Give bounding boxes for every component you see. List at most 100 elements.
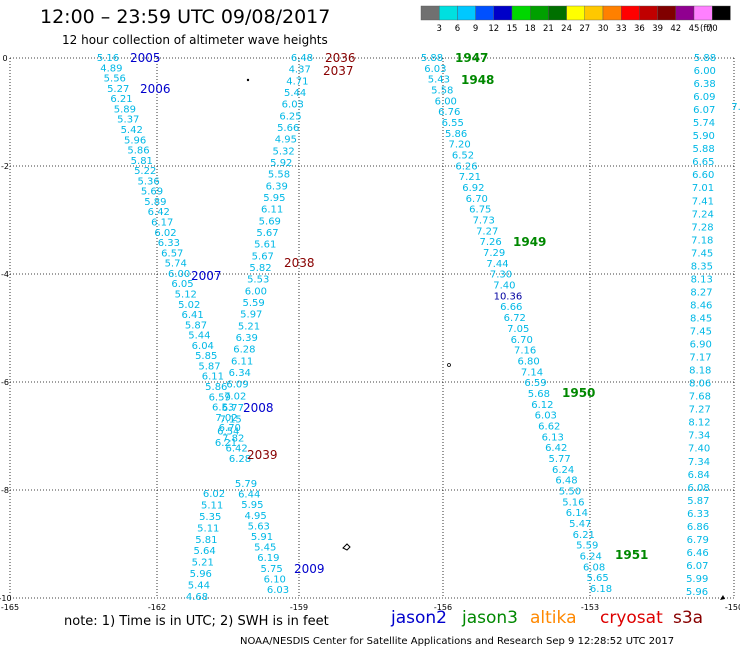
wave-height-value: 7.45 — [691, 248, 713, 259]
wave-height-value: 6.54 — [217, 426, 239, 437]
color-scale-tick: 27 — [579, 24, 590, 34]
wave-height-value: 10.36 — [494, 291, 523, 302]
wave-height-value: 4.95 — [275, 135, 297, 146]
color-scale-tick: 39 — [652, 24, 663, 34]
wave-height-value: 6.03 — [424, 64, 446, 75]
wave-height-value: 5.99 — [686, 574, 708, 585]
wave-height-value: 6.11 — [202, 372, 224, 383]
wave-height-value: 6.90 — [690, 340, 712, 351]
longitude-label: -150 — [725, 603, 740, 612]
color-scale-tick: 12 — [488, 24, 499, 34]
wave-height-value: 6.70 — [511, 335, 533, 346]
wave-height-value: 5.50 — [559, 487, 581, 498]
wave-height-value: 5.75 — [260, 564, 282, 575]
legend-jason3: jason3 — [462, 608, 518, 628]
longitude-label: -162 — [148, 603, 166, 612]
wave-height-value: 6.14 — [566, 508, 588, 519]
legend-s3a: s3a — [673, 608, 704, 628]
wave-height-value: 5.89 — [114, 104, 136, 115]
wave-height-value: 7.24 — [692, 209, 714, 220]
wave-height-value: 6.52 — [452, 151, 474, 162]
wave-height-value: 5.44 — [188, 331, 210, 342]
wave-height-value: 5.81 — [131, 156, 153, 167]
wave-height-value: 6.70 — [466, 194, 488, 205]
wave-height-value: 7.45 — [690, 327, 712, 338]
wave-height-value: 7.14 — [521, 367, 543, 378]
color-scale-tick: 3 — [436, 24, 441, 34]
color-swatch — [475, 5, 495, 21]
wave-height-value: 5.96 — [686, 587, 708, 598]
wave-height-value: 5.27 — [107, 84, 129, 95]
latitude-label: -10 — [0, 594, 12, 603]
wave-height-value: 6.00 — [168, 269, 190, 280]
color-swatch — [584, 5, 604, 21]
wave-height-value: 6.57 — [161, 248, 183, 259]
color-scale-tick: 33 — [616, 24, 627, 34]
wave-height-value: 7.73 — [473, 216, 495, 227]
color-scale-tick: 42 — [670, 24, 681, 34]
wave-height-value: 6.24 — [580, 552, 602, 563]
wave-height-value: 5.63 — [248, 521, 270, 532]
legend-altika: altika — [530, 608, 577, 628]
wave-height-value: 7.34 — [688, 431, 710, 442]
wave-height-value: 5.11 — [197, 523, 219, 534]
wave-height-value: 8.06 — [689, 379, 711, 390]
wave-height-value: 7.01 — [692, 183, 714, 194]
wave-height-value: 5.59 — [242, 298, 264, 309]
wave-height-value: 7.18 — [691, 235, 713, 246]
wave-height-value: 5.12 — [175, 290, 197, 301]
color-scale-bar: 3 6 9 12 15 18 21 24 27 30 33 36 39 42 45 70(ft) — [420, 5, 731, 34]
wave-height-value: 7.02 — [224, 391, 246, 402]
wave-height-value: 6.07 — [686, 561, 708, 572]
color-scale-unit: (ft) — [700, 24, 713, 34]
longitude-label: -159 — [290, 603, 308, 612]
wave-height-value: 6.11 — [261, 205, 283, 216]
wave-height-value: 5.02 — [178, 300, 200, 311]
wave-height-value: 6.09 — [226, 380, 248, 391]
wave-height-value: 5.88 — [694, 53, 716, 64]
wave-height-value: 6.08 — [687, 483, 709, 494]
pass-label: 2038 — [284, 256, 315, 270]
wave-height-value: 6.86 — [687, 522, 709, 533]
wave-height-value: 5.43 — [428, 75, 450, 86]
wave-height-value: 5.22 — [134, 166, 156, 177]
wave-height-value: 6.09 — [693, 92, 715, 103]
color-scale-tick: 24 — [561, 24, 572, 34]
wave-height-value: 5.44 — [188, 581, 210, 592]
color-swatch — [712, 5, 731, 21]
wave-height-value: 7.27 — [476, 226, 498, 237]
wave-height-value: 8.13 — [691, 274, 713, 285]
wave-height-value: 6.11 — [231, 356, 253, 367]
wave-height-value: 4.89 — [100, 63, 122, 74]
wave-height-value: 6.53 — [212, 403, 234, 414]
wave-height-value: 5.96 — [190, 569, 212, 580]
wave-height-value: 5.97 — [240, 310, 262, 321]
wave-height-value: 4.68 — [186, 592, 208, 603]
wave-height-value: 5.69 — [141, 187, 163, 198]
wave-height-value: 5.88 — [421, 53, 443, 64]
pass-label: 2007 — [191, 269, 222, 283]
wave-height-value: 6.03 — [267, 585, 289, 596]
wave-height-value: 5.32 — [272, 146, 294, 157]
map-title: 12:00 – 23:59 UTC 09/08/2017 — [40, 6, 331, 28]
color-swatch — [693, 5, 713, 21]
wave-height-value: 6.55 — [442, 118, 464, 129]
wave-height-value: 6.28 — [233, 345, 255, 356]
wave-height-value: 4.95 — [244, 511, 266, 522]
wave-height-value: 6.03 — [535, 411, 557, 422]
legend-cryosat: cryosat — [600, 608, 663, 628]
wave-height-value: 5.89 — [144, 197, 166, 208]
color-swatch — [675, 5, 695, 21]
wave-height-value: 5.87 — [687, 496, 709, 507]
wave-height-value: 6.41 — [181, 310, 203, 321]
wave-height-value: 6.76 — [438, 107, 460, 118]
wave-height-value: 6.44 — [238, 490, 260, 501]
wave-height-value: 5.95 — [241, 500, 263, 511]
wave-height-value: 6.33 — [158, 238, 180, 249]
wave-height-value: 5.16 — [562, 497, 584, 508]
wave-height-value: 5.95 — [263, 193, 285, 204]
wave-height-value: 7.17 — [689, 353, 711, 364]
color-scale-tick: 6 — [455, 24, 460, 34]
wave-height-value: 7.21 — [459, 172, 481, 183]
